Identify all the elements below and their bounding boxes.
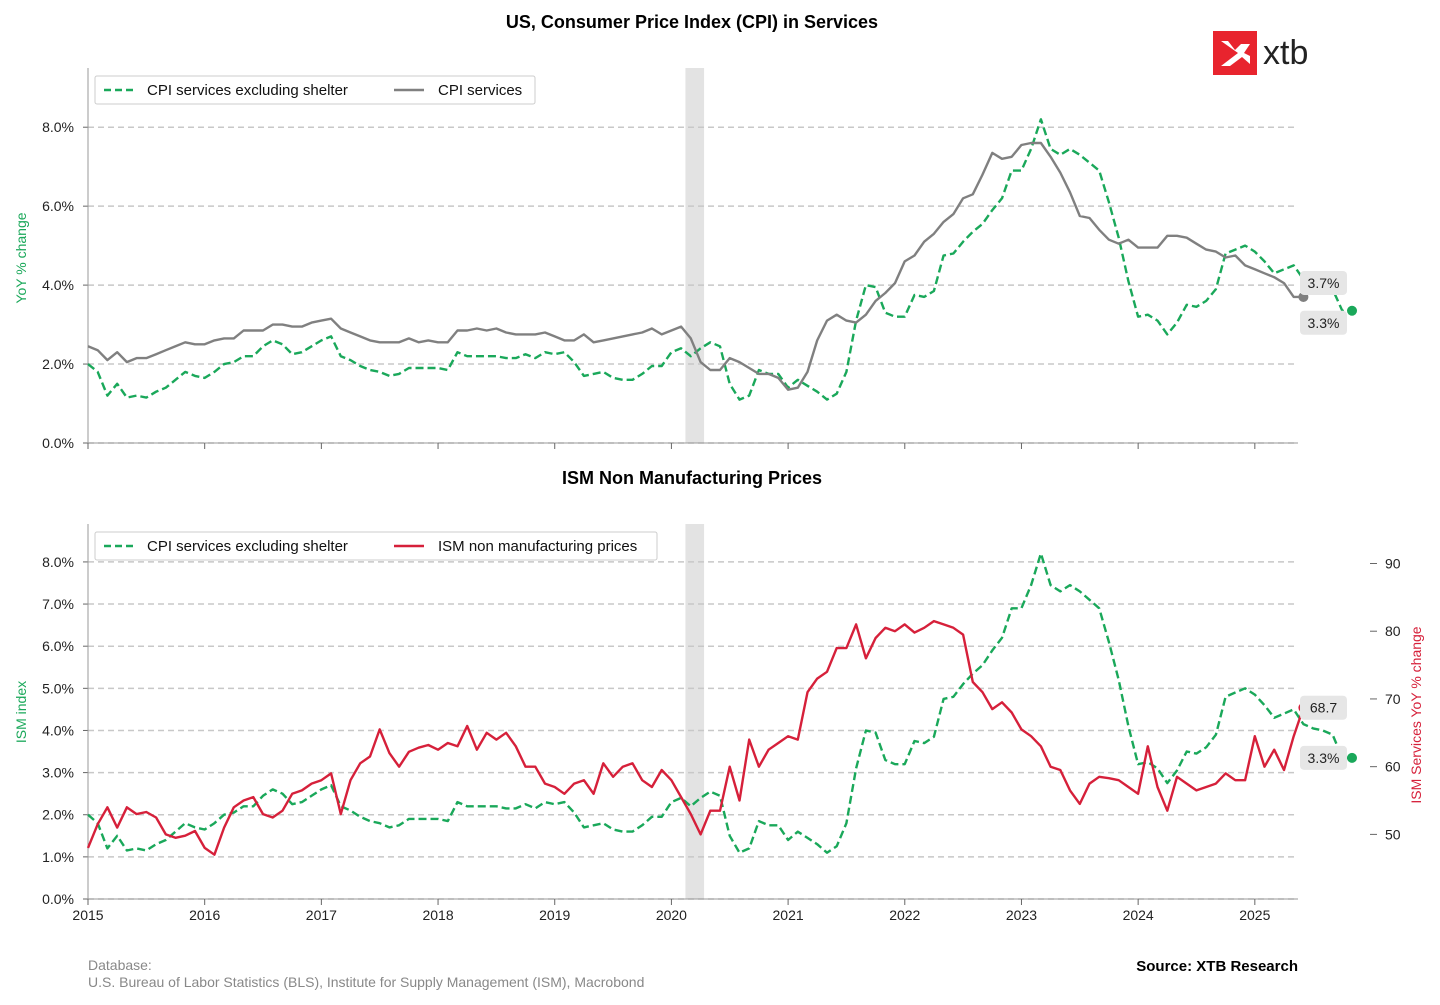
y-right-tick-label: 80 bbox=[1385, 623, 1401, 639]
y-right-tick-label: 70 bbox=[1385, 691, 1401, 707]
x-tick-label: 2020 bbox=[656, 907, 687, 923]
footer-database-label: Database: bbox=[88, 957, 152, 973]
y-tick-label: 1.0% bbox=[42, 849, 74, 865]
legend-label-cpi-services: CPI services bbox=[438, 82, 522, 99]
end-label-ism-non-manufacturing-prices: 68.7 bbox=[1310, 700, 1337, 716]
y-tick-label: 4.0% bbox=[42, 277, 74, 293]
x-tick-label: 2022 bbox=[889, 907, 920, 923]
end-label-box bbox=[1300, 695, 1347, 720]
recession-shading bbox=[685, 68, 705, 443]
x-tick-label: 2016 bbox=[189, 907, 220, 923]
y-right-tick-label: 90 bbox=[1385, 555, 1401, 571]
end-label-cpi-services: 3.7% bbox=[1308, 275, 1340, 291]
y-axis-title-top: YoY % change bbox=[13, 212, 29, 303]
legend-label-ex-shelter: CPI services excluding shelter bbox=[147, 82, 348, 99]
x-tick-label: 2017 bbox=[306, 907, 337, 923]
x-tick-label: 2019 bbox=[539, 907, 570, 923]
end-label-cpi-services-excluding-shelter: 3.3% bbox=[1308, 315, 1340, 331]
series-end-marker-cpi-services-excluding-shelter bbox=[1347, 305, 1358, 316]
y-tick-label: 8.0% bbox=[42, 119, 74, 135]
y-tick-label: 6.0% bbox=[42, 638, 74, 654]
chart-title-bottom: ISM Non Manufacturing Prices bbox=[562, 468, 822, 488]
x-tick-label: 2021 bbox=[773, 907, 804, 923]
x-tick-label: 2025 bbox=[1239, 907, 1270, 923]
y-right-tick-label: 60 bbox=[1385, 759, 1401, 775]
legend-label-ism: ISM non manufacturing prices bbox=[438, 538, 637, 555]
logo-badge bbox=[1213, 31, 1257, 75]
y-right-tick-label: 50 bbox=[1385, 826, 1401, 842]
series-line-ism-non-manufacturing-prices bbox=[86, 619, 1305, 856]
y-tick-label: 5.0% bbox=[42, 680, 74, 696]
y-tick-label: 6.0% bbox=[42, 198, 74, 214]
y-tick-label: 3.0% bbox=[42, 765, 74, 781]
footer-source: Source: XTB Research bbox=[1136, 958, 1298, 975]
y-tick-label: 2.0% bbox=[42, 356, 74, 372]
series-line-cpi-services bbox=[87, 141, 1304, 391]
series-end-marker-cpi-services-excluding-shelter bbox=[1347, 752, 1358, 763]
chart-title-top: US, Consumer Price Index (CPI) in Servic… bbox=[506, 12, 878, 32]
footer-database-sources: U.S. Bureau of Labor Statistics (BLS), I… bbox=[88, 974, 644, 990]
end-label-box bbox=[1300, 270, 1347, 295]
logo-x-mark-icon bbox=[1221, 41, 1250, 66]
legend-top: CPI services excluding shelter CPI servi… bbox=[94, 75, 536, 105]
y-tick-label: 2.0% bbox=[42, 807, 74, 823]
y-tick-label: 7.0% bbox=[42, 596, 74, 612]
series-line-cpi-services-excluding-shelter bbox=[87, 118, 1352, 401]
y-tick-label: 0.0% bbox=[42, 435, 74, 451]
bottom-chart: 0.0% 1.0% 2.0% 3.0% 4.0% 5.0% 6.0% 7.0% 8.0% 2015… bbox=[42, 524, 1401, 923]
end-label-cpi-services-excluding-shelter: 3.3% bbox=[1308, 750, 1340, 766]
y-axis-title-bottom-right: ISM Services YoY % change bbox=[1408, 626, 1424, 803]
x-tick-label: 2018 bbox=[422, 907, 453, 923]
recession-shading bbox=[685, 524, 705, 899]
legend-bottom: CPI services excluding shelter ISM non m… bbox=[94, 531, 658, 561]
x-tick-label: 2015 bbox=[72, 907, 103, 923]
y-tick-label: 8.0% bbox=[42, 554, 74, 570]
legend-frame bbox=[94, 75, 536, 105]
logo-wordmark: xtb bbox=[1263, 34, 1308, 72]
end-label-box bbox=[1300, 310, 1347, 335]
y-tick-label: 4.0% bbox=[42, 722, 74, 738]
y-tick-label: 0.0% bbox=[42, 891, 74, 907]
top-chart: 0.0% 2.0% 4.0% 6.0% 8.0% 3.3% 3.7% bbox=[42, 68, 1358, 451]
end-label-box bbox=[1300, 745, 1347, 770]
series-line-cpi-services-excluding-shelter bbox=[87, 552, 1352, 854]
legend-label-ex-shelter: CPI services excluding shelter bbox=[147, 538, 348, 555]
x-tick-label: 2023 bbox=[1006, 907, 1037, 923]
y-axis-title-bottom-left: ISM index bbox=[13, 681, 29, 743]
xtb-logo: xtb bbox=[1213, 31, 1308, 75]
legend-frame bbox=[94, 531, 658, 561]
x-tick-label: 2024 bbox=[1123, 907, 1154, 923]
